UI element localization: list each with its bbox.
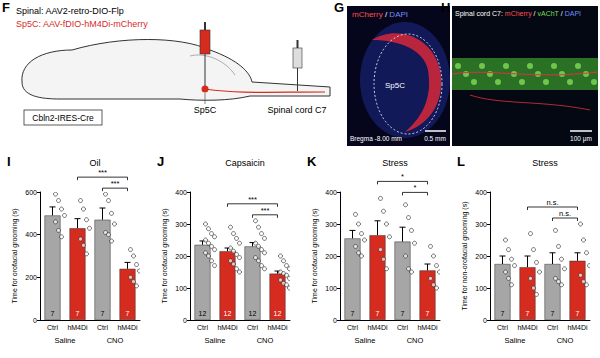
- svg-text:7: 7: [426, 310, 430, 317]
- svg-text:Time for orofacial grooming (s: Time for orofacial grooming (s): [161, 208, 169, 303]
- svg-text:12: 12: [249, 310, 257, 317]
- svg-text:Stress: Stress: [532, 158, 558, 168]
- svg-text:hM4Di: hM4Di: [517, 324, 538, 331]
- svg-text:H: H: [441, 0, 450, 15]
- svg-text:*: *: [414, 183, 417, 192]
- svg-text:hM4Di: hM4Di: [217, 324, 238, 331]
- svg-text:7: 7: [501, 310, 505, 317]
- svg-text:n.s.: n.s.: [559, 209, 571, 218]
- svg-text:Ctrl: Ctrl: [97, 324, 108, 331]
- svg-text:0.5 mm: 0.5 mm: [424, 135, 446, 142]
- svg-text:7: 7: [101, 310, 105, 317]
- svg-text:400: 400: [175, 189, 187, 196]
- svg-text:CNO: CNO: [107, 336, 124, 345]
- svg-text:***: ***: [248, 195, 257, 204]
- svg-text:L: L: [457, 154, 465, 169]
- svg-text:0: 0: [33, 317, 37, 324]
- svg-text:Time for non-orofacial groomin: Time for non-orofacial grooming (s): [461, 201, 469, 310]
- svg-text:Saline: Saline: [355, 336, 376, 345]
- svg-text:hM4Di: hM4Di: [117, 324, 138, 331]
- svg-text:12: 12: [199, 310, 207, 317]
- svg-text:300: 300: [475, 221, 487, 228]
- svg-text:Time for orofacial grooming (s: Time for orofacial grooming (s): [311, 208, 319, 303]
- svg-text:G: G: [334, 0, 344, 15]
- svg-text:7: 7: [351, 310, 355, 317]
- svg-text:CNO: CNO: [407, 336, 424, 345]
- svg-text:hM4Di: hM4Di: [417, 324, 438, 331]
- svg-text:Ctrl: Ctrl: [497, 324, 508, 331]
- svg-text:7: 7: [376, 310, 380, 317]
- svg-text:Sp5C: Sp5C: [194, 105, 217, 115]
- svg-text:300: 300: [175, 221, 187, 228]
- svg-text:Ctrl: Ctrl: [247, 324, 258, 331]
- svg-text:hM4Di: hM4Di: [567, 324, 588, 331]
- svg-text:Ctrl: Ctrl: [347, 324, 358, 331]
- svg-text:Saline: Saline: [55, 336, 76, 345]
- svg-text:100: 100: [175, 285, 187, 292]
- svg-text:I: I: [7, 154, 11, 169]
- svg-text:Oil: Oil: [90, 158, 101, 168]
- svg-text:Saline: Saline: [205, 336, 226, 345]
- svg-text:7: 7: [76, 310, 80, 317]
- svg-text:12: 12: [224, 310, 232, 317]
- svg-text:Spinal: AAV2-retro-DIO-Flp: Spinal: AAV2-retro-DIO-Flp: [16, 6, 124, 16]
- svg-text:Saline: Saline: [505, 336, 526, 345]
- svg-text:200: 200: [175, 253, 187, 260]
- svg-text:J: J: [157, 154, 164, 169]
- svg-text:Spinal cord C7: Spinal cord C7: [267, 105, 326, 115]
- svg-text:***: ***: [111, 179, 120, 188]
- svg-text:Time for orofacial grooming (s: Time for orofacial grooming (s): [11, 208, 19, 303]
- svg-text:7: 7: [526, 310, 530, 317]
- svg-text:100 μm: 100 μm: [570, 135, 592, 143]
- svg-text:300: 300: [325, 221, 337, 228]
- svg-text:200: 200: [325, 253, 337, 260]
- svg-text:Stress: Stress: [382, 158, 408, 168]
- svg-text:Sp5C: AAV-fDIO-hM4Di-mCherry: Sp5C: AAV-fDIO-hM4Di-mCherry: [16, 19, 148, 29]
- svg-text:Cbln2-IRES-Cre: Cbln2-IRES-Cre: [32, 113, 94, 123]
- svg-text:F: F: [2, 0, 10, 15]
- svg-text:Ctrl: Ctrl: [47, 324, 58, 331]
- svg-text:400: 400: [325, 189, 337, 196]
- svg-text:K: K: [307, 154, 317, 169]
- svg-text:n.s.: n.s.: [546, 198, 558, 207]
- svg-text:7: 7: [126, 310, 130, 317]
- svg-text:100: 100: [475, 285, 487, 292]
- svg-text:7: 7: [401, 310, 405, 317]
- svg-text:CNO: CNO: [557, 336, 574, 345]
- svg-text:*: *: [401, 172, 404, 181]
- svg-text:0: 0: [183, 317, 187, 324]
- svg-text:0: 0: [483, 317, 487, 324]
- svg-text:200: 200: [475, 253, 487, 260]
- svg-text:CNO: CNO: [257, 336, 274, 345]
- svg-text:hM4Di: hM4Di: [367, 324, 388, 331]
- svg-text:600: 600: [25, 189, 37, 196]
- svg-text:Spinal cord C7: mCherry / vACh: Spinal cord C7: mCherry / vAChT / DAPI: [455, 10, 581, 18]
- svg-text:12: 12: [274, 310, 282, 317]
- svg-text:0: 0: [333, 317, 337, 324]
- svg-text:***: ***: [261, 206, 270, 215]
- svg-text:7: 7: [51, 310, 55, 317]
- svg-text:Sp5C: Sp5C: [385, 81, 405, 90]
- svg-text:Ctrl: Ctrl: [197, 324, 208, 331]
- svg-text:400: 400: [475, 189, 487, 196]
- svg-text:hM4Di: hM4Di: [67, 324, 88, 331]
- svg-text:Ctrl: Ctrl: [397, 324, 408, 331]
- svg-text:Ctrl: Ctrl: [547, 324, 558, 331]
- svg-text:400: 400: [25, 231, 37, 238]
- svg-text:7: 7: [551, 310, 555, 317]
- svg-text:***: ***: [98, 168, 107, 177]
- svg-text:Capsaicin: Capsaicin: [225, 158, 265, 168]
- svg-text:100: 100: [325, 285, 337, 292]
- svg-text:7: 7: [576, 310, 580, 317]
- svg-text:200: 200: [25, 274, 37, 281]
- svg-text:Bregma -8.00 mm: Bregma -8.00 mm: [350, 135, 402, 143]
- svg-text:hM4Di: hM4Di: [267, 324, 288, 331]
- svg-text:mCherry / DAPI: mCherry / DAPI: [352, 10, 408, 19]
